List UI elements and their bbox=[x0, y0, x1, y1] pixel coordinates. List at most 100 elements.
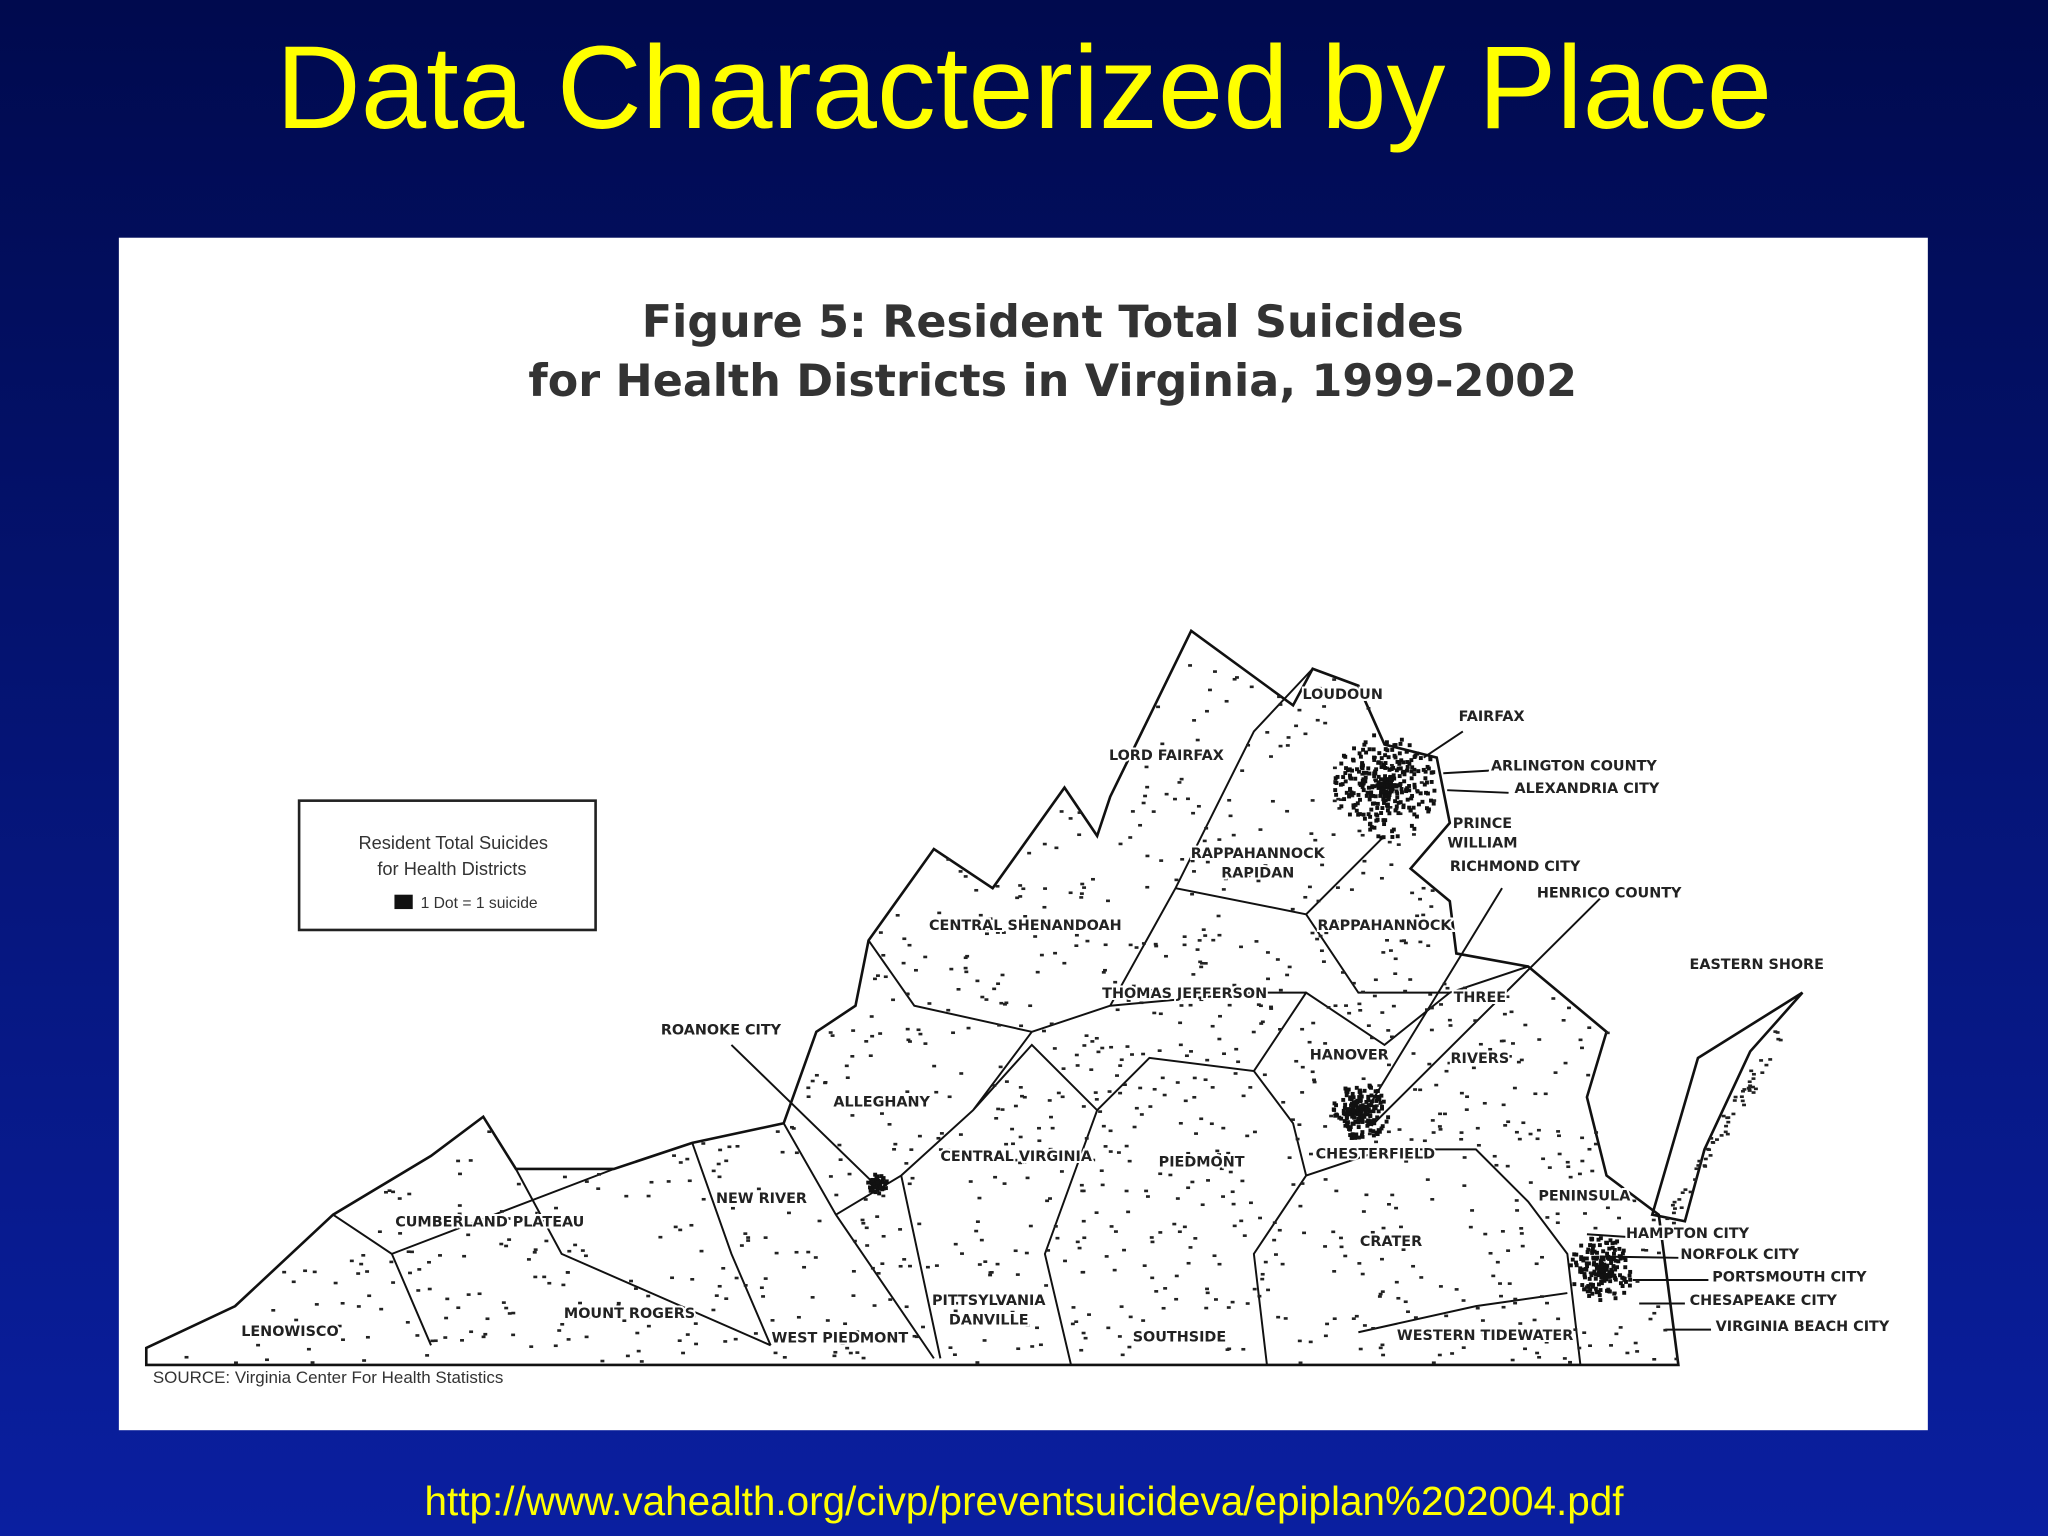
dot bbox=[1367, 797, 1372, 802]
dot bbox=[1475, 1306, 1480, 1310]
dot bbox=[1278, 703, 1283, 706]
dot bbox=[1509, 1010, 1514, 1014]
dot bbox=[1520, 1244, 1525, 1248]
district-label: WEST PIEDMONT bbox=[771, 1331, 908, 1347]
dot bbox=[1343, 1254, 1348, 1258]
dot bbox=[883, 1186, 888, 1191]
dot bbox=[1597, 1243, 1602, 1248]
dot bbox=[1488, 1251, 1493, 1255]
dot bbox=[1398, 812, 1403, 816]
dot bbox=[1369, 807, 1374, 812]
dot bbox=[1357, 1002, 1362, 1006]
dot bbox=[1098, 1110, 1103, 1113]
dot bbox=[625, 1354, 630, 1358]
dot bbox=[1742, 1088, 1747, 1091]
dot bbox=[1359, 765, 1364, 770]
dot bbox=[1107, 1090, 1112, 1093]
dot bbox=[1199, 1117, 1204, 1121]
dot bbox=[1577, 1172, 1582, 1176]
dot bbox=[959, 1072, 964, 1075]
dot bbox=[918, 1032, 923, 1036]
dot bbox=[1325, 1322, 1330, 1326]
dot bbox=[1495, 1260, 1500, 1264]
dot bbox=[1074, 933, 1079, 937]
dot bbox=[1013, 1249, 1018, 1253]
district-label: WILLIAM bbox=[1447, 836, 1517, 852]
dot bbox=[1438, 1128, 1443, 1131]
dot bbox=[1623, 1265, 1628, 1270]
dot bbox=[1590, 1291, 1595, 1296]
dot bbox=[992, 1084, 997, 1087]
dot bbox=[365, 1335, 370, 1339]
dot bbox=[1437, 1125, 1442, 1128]
dot bbox=[1035, 970, 1040, 974]
dot bbox=[1335, 886, 1340, 889]
dot bbox=[1365, 1112, 1370, 1117]
dot bbox=[1333, 788, 1338, 793]
dot bbox=[1397, 1128, 1402, 1131]
dot bbox=[850, 1114, 855, 1117]
dot bbox=[1062, 961, 1067, 965]
dot bbox=[873, 1172, 878, 1177]
dot bbox=[724, 1159, 729, 1163]
dot bbox=[1751, 1085, 1755, 1089]
dot bbox=[1381, 835, 1386, 840]
dot bbox=[485, 1317, 490, 1321]
dot bbox=[1398, 781, 1403, 786]
dot bbox=[774, 1251, 779, 1255]
dot bbox=[1195, 948, 1200, 951]
dot bbox=[1116, 1151, 1121, 1154]
dot bbox=[1081, 1331, 1086, 1335]
dot bbox=[1360, 1134, 1365, 1139]
dot bbox=[985, 932, 989, 936]
dot bbox=[466, 1293, 471, 1296]
dot bbox=[361, 1254, 366, 1257]
dot bbox=[914, 1335, 919, 1339]
dot bbox=[291, 1280, 296, 1284]
dot bbox=[1590, 1284, 1595, 1289]
dot bbox=[1233, 1072, 1238, 1075]
dot bbox=[1412, 826, 1417, 831]
dot bbox=[938, 1148, 943, 1151]
dot bbox=[1355, 767, 1359, 772]
dot bbox=[1379, 876, 1384, 880]
dot bbox=[1382, 822, 1387, 827]
dot bbox=[1342, 1106, 1347, 1111]
dot bbox=[1106, 899, 1110, 903]
dot bbox=[761, 1295, 766, 1298]
dot bbox=[1182, 943, 1187, 947]
dot bbox=[1450, 1352, 1455, 1355]
dot bbox=[1747, 1089, 1752, 1092]
dot bbox=[1468, 1225, 1473, 1229]
dot bbox=[1397, 774, 1402, 779]
dot bbox=[1094, 1211, 1099, 1214]
dot bbox=[566, 1338, 571, 1341]
dot bbox=[1601, 1257, 1606, 1262]
dot bbox=[1290, 1118, 1295, 1121]
dot bbox=[1503, 1124, 1508, 1127]
dot bbox=[1383, 774, 1387, 779]
dot bbox=[1421, 913, 1426, 917]
dot bbox=[958, 1321, 963, 1325]
dot bbox=[1226, 1306, 1231, 1309]
dot bbox=[1375, 1096, 1380, 1101]
dot bbox=[646, 1324, 651, 1328]
dot bbox=[458, 1172, 462, 1176]
dot bbox=[1221, 1195, 1225, 1198]
dot bbox=[1227, 798, 1232, 802]
dot bbox=[1269, 875, 1274, 879]
dot bbox=[1528, 1132, 1533, 1136]
dot bbox=[995, 884, 1000, 888]
dot bbox=[1055, 1236, 1060, 1240]
dot bbox=[1572, 1252, 1577, 1257]
dot bbox=[1401, 805, 1406, 810]
dot bbox=[1177, 1159, 1182, 1163]
dot bbox=[1173, 797, 1177, 801]
dot bbox=[1665, 1217, 1670, 1221]
dot bbox=[1331, 833, 1336, 836]
dot bbox=[1462, 1156, 1467, 1159]
dot bbox=[1407, 788, 1412, 793]
dot bbox=[1523, 1023, 1528, 1027]
dot bbox=[1260, 1277, 1265, 1281]
